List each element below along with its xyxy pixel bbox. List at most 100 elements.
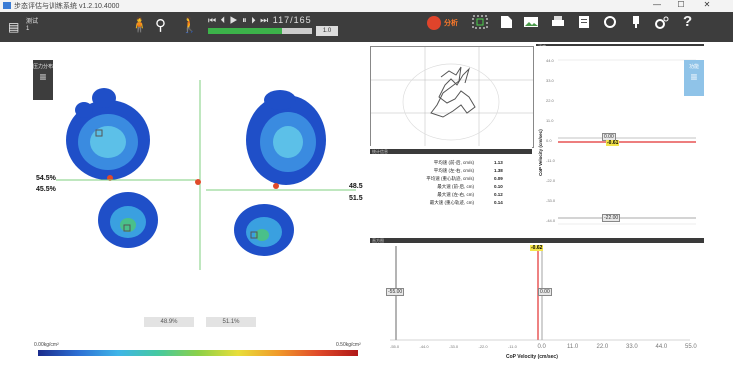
histogram-tick: 44.0 [655,344,668,350]
velocity-tick: -22.0 [546,178,556,183]
velocity-plot [558,59,696,225]
stat-value: 1.38 [494,168,503,173]
histogram-tick: -11.0 [508,344,517,349]
close-button[interactable]: ✕ [703,0,711,9]
frame-icon[interactable] [472,15,488,29]
stat-row: 平均速 (左-右, cm/s) 1.38 [370,168,532,176]
stat-row: 最大速 (重心轨迹, cm) 0.14 [370,200,532,208]
velocity-tick: 0.0 [546,138,552,143]
settings-icon[interactable] [654,15,670,29]
stat-row: 平均速 (重心轨迹, cm/s) 0.09 [370,176,532,184]
velocity-ylabel: CoP Velocity (cm/sec) [538,129,543,176]
colorbar-min: 0.00kg/cm² [34,342,59,348]
chart-menu-button[interactable]: 功能 ≡ [684,60,704,96]
stat-label: 最大速 (重心轨迹, cm) [429,200,474,205]
velocity-chart: 44.0 33.0 22.0 11.0 0.0 -11.0 -22.0 -33.0 -44.0 … [536,46,704,232]
velocity-tick: -11.0 [546,158,555,163]
histogram-tick: 55.0 [685,344,697,350]
hist-marker-value: -0.62 [530,245,544,251]
velocity-tick: 33.0 [546,78,554,83]
velocity-tick: 44.0 [546,58,554,63]
stat-value: 0.09 [494,176,503,181]
patient-icon[interactable]: ▤ [8,20,20,34]
patient-id: 1 [26,26,30,32]
analyze-label[interactable]: 分析 [444,20,458,27]
export-icon[interactable] [628,15,644,29]
stat-label: 最大速 (左-右, cm) [437,192,474,197]
histogram-xlabel: CoP Velocity (cm/sec) [506,354,558,360]
stat-value: 0.10 [494,184,503,189]
hamburger-icon: ≡ [39,70,47,84]
histogram-tick: 33.0 [626,344,638,350]
cop-center-marker [195,179,201,185]
playback-buttons[interactable]: ⏮ ⏴ ▶ ⏸ ⏵ ⏭ [208,15,270,25]
toolbar: ▤ 测试 1 🧍 ⚲ 🚶 [0,12,733,42]
left-foot-total: 48.9% [144,317,194,327]
pressure-menu-button[interactable]: 压力分布 ≡ [33,60,53,100]
stat-value: 0.14 [494,200,503,205]
velocity-tick: 22.0 [546,98,554,103]
histogram-tick: -33.0 [449,344,459,349]
playback-progress[interactable] [208,28,312,34]
stat-value: 0.12 [494,192,503,197]
stat-row: 最大速 (前-后, cm) 0.10 [370,184,532,192]
sync-icon[interactable] [602,15,618,29]
stand-icon[interactable]: 🧍 [130,17,149,34]
window-title: 步态评估与训练系统 v1.2.10.4000 [14,3,120,10]
histogram-tick: -22.0 [478,344,488,349]
histogram-tick: 22.0 [596,344,609,350]
histogram-tick: 11.0 [567,344,579,350]
speed-select[interactable]: 1.0 [316,26,338,36]
histogram-tick: -44.0 [419,344,429,349]
histogram-tick: 0.0 [537,344,546,350]
app-icon [3,2,11,9]
left-top-pct: 54.5% [36,175,56,182]
right-top-pct: 48.5 [349,183,363,190]
stat-label: 最大速 (前-后, cm) [437,184,474,189]
print-icon[interactable] [550,15,566,29]
right-bottom-pct: 51.5 [349,195,363,202]
report-icon[interactable] [576,15,592,29]
stat-row: 最大速 (左-右, cm) 0.12 [370,192,532,200]
patient-label: 测试 [26,19,39,25]
histogram-head: 直方图 [370,238,704,243]
stat-value: 1.13 [494,160,503,165]
balance-icon[interactable]: ⚲ [155,17,166,34]
foot-pressure-map [56,80,356,270]
apple-icon[interactable] [427,16,441,30]
left-foot-heatmap [66,88,158,248]
file-icon[interactable] [498,15,514,29]
help-icon[interactable]: ? [683,13,693,30]
stat-row: 平均速 (前-后, cm/s) 1.13 [370,160,532,168]
histogram-panel: -55.0 -44.0 -33.0 -22.0 -11.0 0.0 11.0 22.0 33.0… [370,244,704,362]
cop-trace-plot [371,47,533,147]
right-foot-heatmap [234,90,326,256]
hist-marker-left: -55.00 [386,288,405,296]
hamburger-icon-2: ≡ [690,70,698,84]
stats-head: 统计信息 [370,149,532,154]
pressure-menu-label: 压力分布 [33,64,54,70]
velocity-marker-value: -0.61 [606,140,620,146]
stats-panel: 统计信息 平均速 (前-后, cm/s) 1.13 平均速 (左-右, cm/s) 1… [370,146,532,230]
maximize-button[interactable]: ☐ [677,0,685,9]
minimize-button[interactable]: — [653,0,661,9]
playback-controls[interactable]: ⏮ ⏴ ▶ ⏸ ⏵ ⏭ 117/165 [208,15,312,26]
velocity-tick: -44.0 [546,218,556,223]
colorbar-max: 0.50kg/cm² [336,342,361,348]
frame-counter: 117/165 [272,15,312,25]
histogram-tick: -55.0 [390,344,400,349]
walk-icon[interactable]: 🚶 [180,17,199,34]
hist-marker-mid: 0.00 [538,288,552,296]
left-bottom-pct: 45.5% [36,186,56,193]
pressure-colorbar [38,350,358,356]
stat-label: 平均速 (前-后, cm/s) [433,160,474,165]
stat-label: 平均速 (左-右, cm/s) [433,168,474,173]
right-foot-total: 51.1% [206,317,256,327]
velocity-tick: 11.0 [546,118,554,123]
stat-label: 平均速 (重心轨迹, cm/s) [426,176,474,181]
velocity-tick: -33.0 [546,198,556,203]
chart-menu-label: 功能 [688,64,699,70]
cop-trace-panel [370,46,534,148]
velocity-marker-bottom: -22.00 [602,214,621,222]
image-icon[interactable] [523,15,539,29]
